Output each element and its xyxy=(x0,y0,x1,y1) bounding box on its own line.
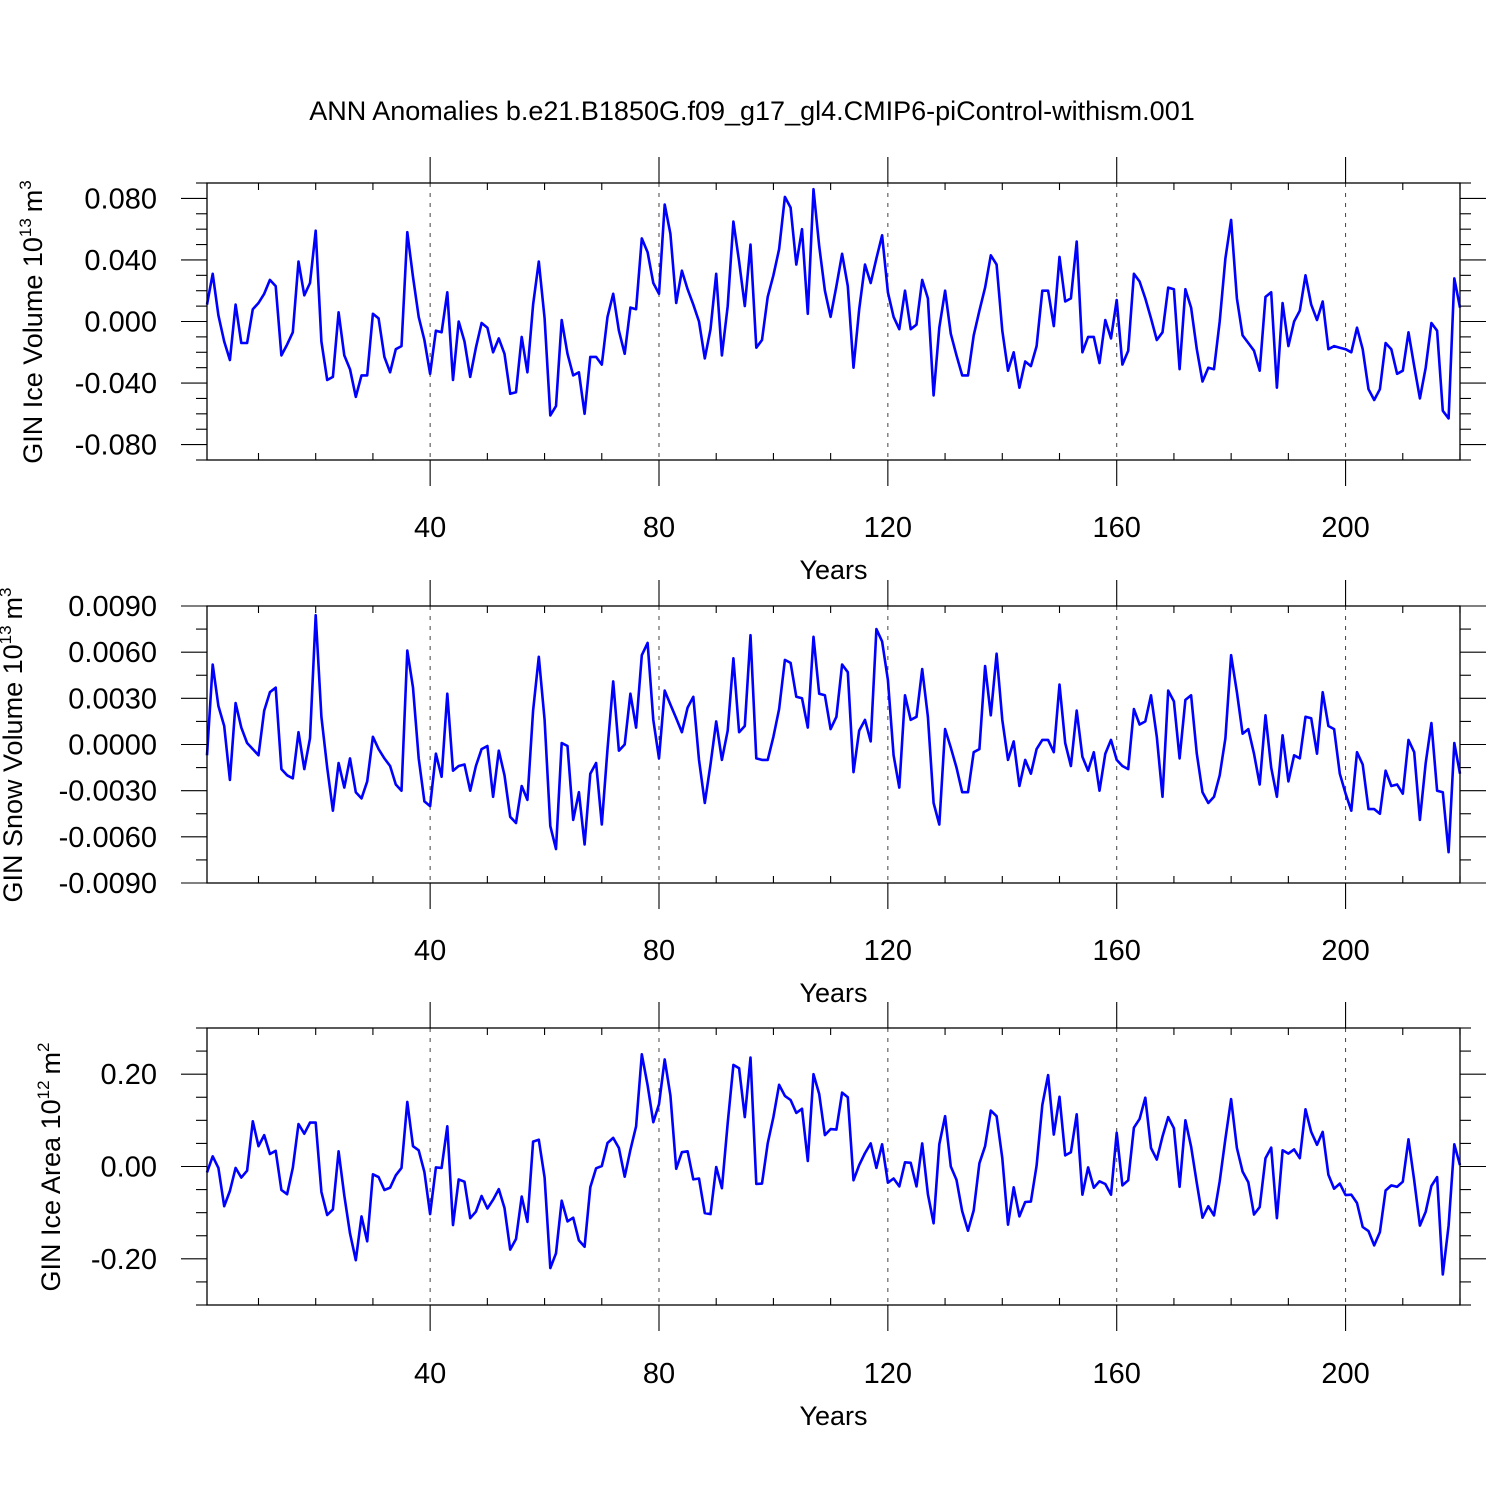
ice-volume-panel: 40 80 120 160 200 -0.080 -0.040 0.000 0.040 0.080… xyxy=(16,157,1486,585)
ice-volume-y-axis-title-exponent: 13 xyxy=(16,218,35,237)
ice-volume-y-axis-title-main: GIN Ice Volume 10 xyxy=(18,237,48,464)
snow-volume-ytick-label--0.0090: -0.0090 xyxy=(59,868,157,900)
snow-volume-ytick-label--0.0060: -0.0060 xyxy=(59,822,157,854)
ice-area-xtick-label-160: 160 xyxy=(1093,1358,1141,1390)
ice-area-xtick-label-40: 40 xyxy=(414,1358,446,1390)
ice-area-ytick-label-0.00: 0.00 xyxy=(101,1152,157,1184)
snow-volume-y-axis-title-main: GIN Snow Volume 10 xyxy=(0,644,28,902)
ice-volume-ytick-label--0.080: -0.080 xyxy=(75,430,157,462)
snow-volume-ytick-label-0.0060: 0.0060 xyxy=(68,637,157,669)
ice-area-ytick-label-0.20: 0.20 xyxy=(101,1059,157,1091)
ice-area-x-axis-title: Years xyxy=(799,1401,867,1431)
snow-volume-ytick-label-0.0000: 0.0000 xyxy=(68,730,157,762)
snow-volume-xtick-label-120: 120 xyxy=(864,935,912,967)
ice-volume-ytick-label-0.000: 0.000 xyxy=(84,307,157,339)
ice-volume-y-axis-title-unit-exponent: 3 xyxy=(16,180,35,189)
ice-volume-xtick-label-200: 200 xyxy=(1321,512,1369,544)
snow-volume-y-axis-title: GIN Snow Volume 1013 m3 xyxy=(0,587,28,902)
snow-volume-x-axis-title: Years xyxy=(799,978,867,1008)
ice-volume-y-axis-title: GIN Ice Volume 1013 m3 xyxy=(16,180,48,464)
snow-volume-xtick-label-160: 160 xyxy=(1093,935,1141,967)
ice-volume-ytick-label-0.040: 0.040 xyxy=(84,245,157,277)
ice-volume-y-axis-title-unit: m xyxy=(18,190,48,213)
snow-volume-ytick-label-0.0030: 0.0030 xyxy=(68,683,157,715)
snow-volume-xtick-label-200: 200 xyxy=(1321,935,1369,967)
ice-volume-plot-frame xyxy=(206,182,1461,461)
snow-volume-y-axis-title-exponent: 13 xyxy=(0,625,15,644)
ice-volume-xtick-label-40: 40 xyxy=(414,512,446,544)
ice-area-plot-frame xyxy=(206,1027,1461,1306)
ice-area-xtick-label-80: 80 xyxy=(643,1358,675,1390)
ice-volume-x-axis-title: Years xyxy=(799,555,867,585)
ice-area-xtick-label-200: 200 xyxy=(1321,1358,1369,1390)
snow-volume-y-axis-title-unit: m xyxy=(0,597,28,620)
ice-volume-ytick-label--0.040: -0.040 xyxy=(75,368,157,400)
snow-volume-ytick-label-0.0090: 0.0090 xyxy=(68,591,157,623)
ice-volume-ytick-label-0.080: 0.080 xyxy=(84,183,157,215)
ice-volume-xtick-label-160: 160 xyxy=(1093,512,1141,544)
ice-area-y-axis-title: GIN Ice Area 1012 m2 xyxy=(34,1043,66,1292)
ice-volume-xtick-label-120: 120 xyxy=(864,512,912,544)
ice-area-series-line xyxy=(205,1053,1462,1276)
ice-area-y-axis-title-main: GIN Ice Area 10 xyxy=(36,1099,66,1291)
snow-volume-ytick-label--0.0030: -0.0030 xyxy=(59,776,157,808)
snow-volume-xtick-label-80: 80 xyxy=(643,935,675,967)
ice-volume-xtick-label-80: 80 xyxy=(643,512,675,544)
panels: 40 80 120 160 200 -0.080 -0.040 0.000 0.040 0.080… xyxy=(0,157,1486,1431)
snow-volume-panel: 40 80 120 160 200 -0.0090 -0.0060 -0.0030 0.0000… xyxy=(0,580,1486,1008)
ice-area-xtick-label-120: 120 xyxy=(864,1358,912,1390)
snow-volume-series-line xyxy=(205,613,1462,854)
ice-area-panel: 40 80 120 160 200 -0.20 0.00 0.20 Years GIN Ice A… xyxy=(34,1002,1486,1431)
ice-area-y-axis-title-unit: m xyxy=(36,1052,66,1075)
snow-volume-y-axis-title-unit-exponent: 3 xyxy=(0,587,15,596)
chart-title: ANN Anomalies b.e21.B1850G.f09_g17_gl4.C… xyxy=(309,96,1194,126)
ice-volume-series-line xyxy=(205,187,1462,420)
ice-area-y-axis-title-unit-exponent: 2 xyxy=(34,1043,53,1052)
snow-volume-plot-frame xyxy=(206,605,1461,884)
snow-volume-xtick-label-40: 40 xyxy=(414,935,446,967)
ice-area-ytick-label--0.20: -0.20 xyxy=(91,1244,157,1276)
ice-area-y-axis-title-exponent: 12 xyxy=(34,1080,53,1099)
